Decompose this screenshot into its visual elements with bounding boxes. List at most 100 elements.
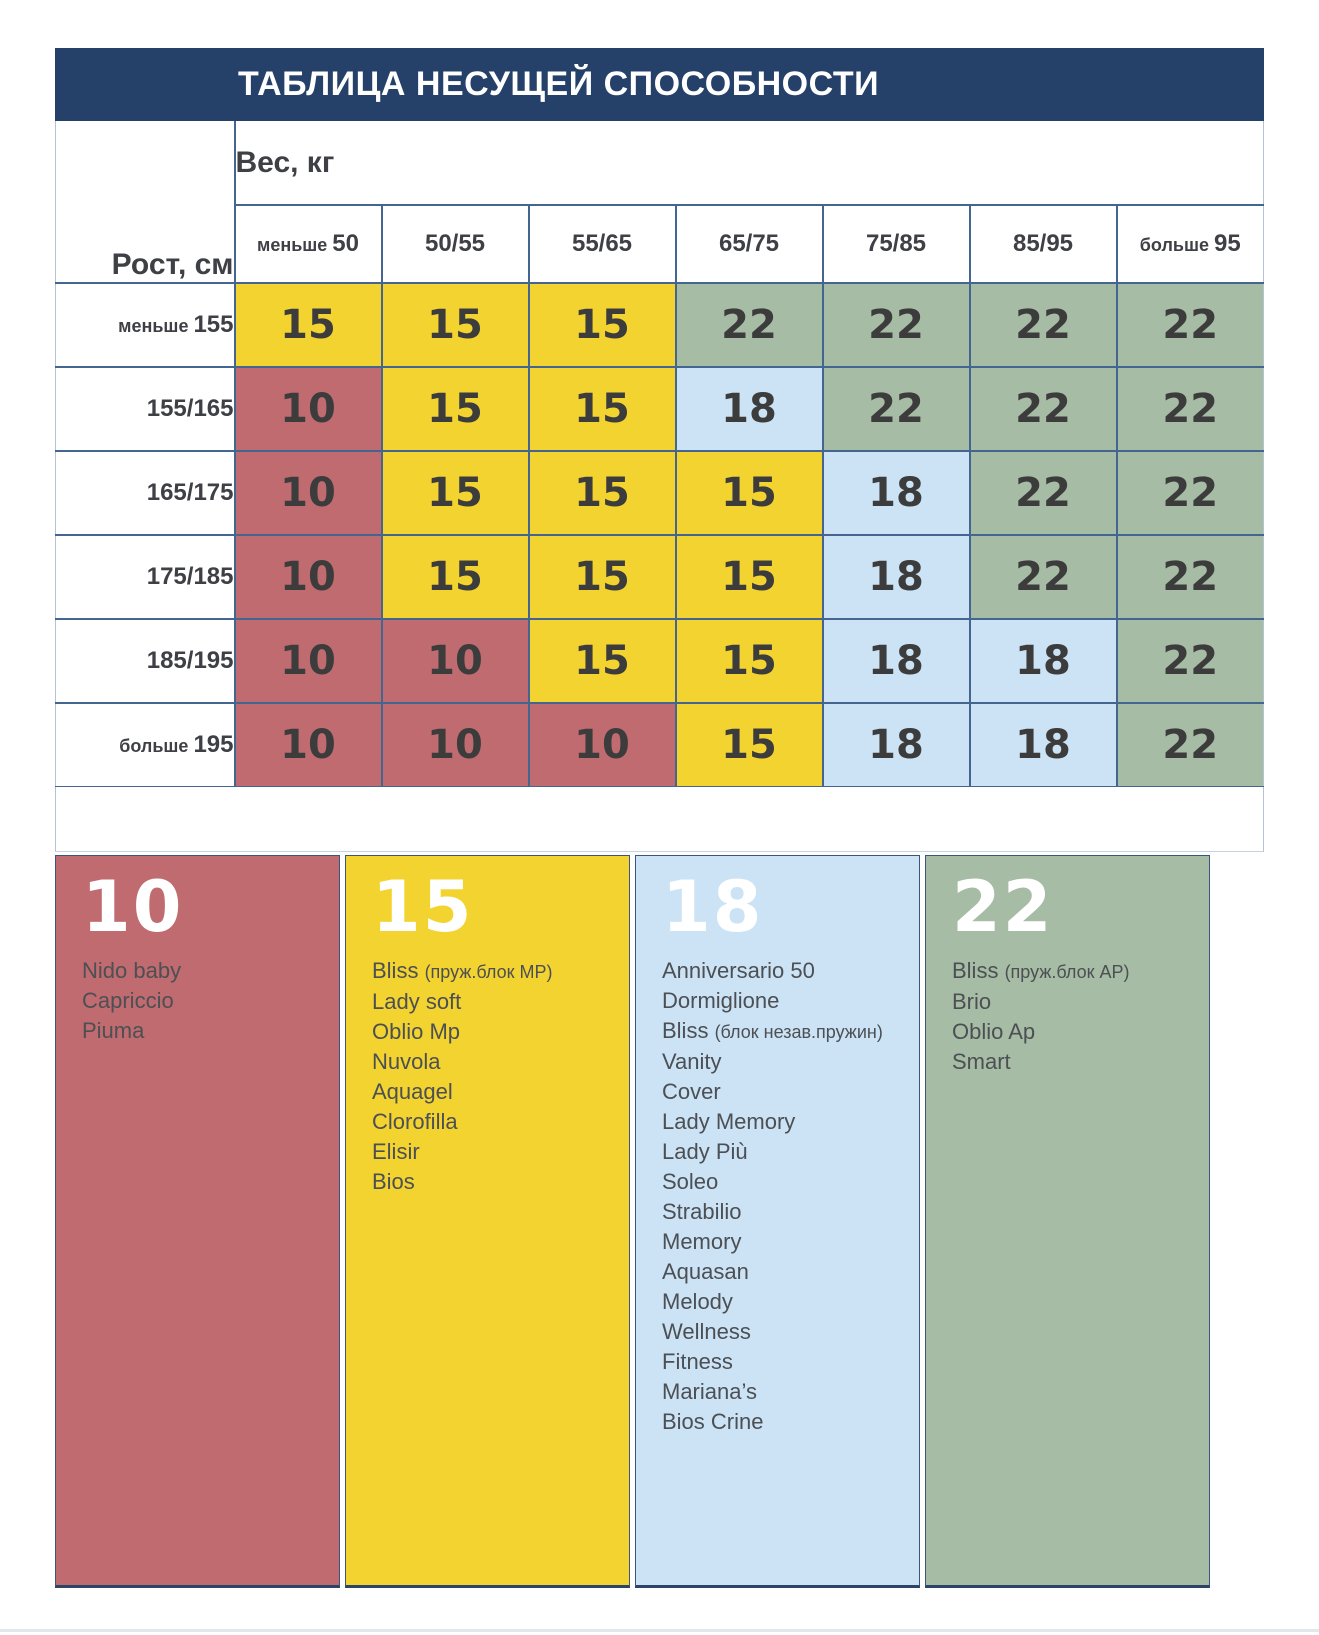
capacity-cell: 15 xyxy=(527,282,677,368)
legend-item: Nuvola xyxy=(372,1049,441,1074)
weight-header-row: Рост, см Вес, кг xyxy=(55,121,1264,284)
row-header: больше 195 xyxy=(55,702,236,788)
capacity-cell: 15 xyxy=(674,702,824,788)
capacity-cell: 22 xyxy=(674,282,824,368)
legend-item: Memory xyxy=(662,1229,742,1254)
legend-item: Strabilio xyxy=(662,1199,742,1224)
column-header: меньше 50 xyxy=(233,204,383,284)
legend-item: Bios Crine xyxy=(662,1409,764,1434)
row-header: 185/195 xyxy=(55,618,236,704)
legend-item: Capriccio xyxy=(82,988,174,1013)
legend-item: Aquagel xyxy=(372,1079,453,1104)
capacity-cell: 15 xyxy=(233,282,383,368)
row-header: 165/175 xyxy=(55,450,236,536)
legend-item: Dormiglione xyxy=(662,988,780,1013)
legend-item: Piuma xyxy=(82,1018,145,1043)
row-header: 155/165 xyxy=(55,366,236,452)
legend-item: Lady Più xyxy=(662,1139,748,1164)
legend-item: Vanity xyxy=(662,1049,722,1074)
capacity-cell: 15 xyxy=(527,618,677,704)
legend-item-list: Bliss (пруж.блок AP) Brio Oblio Ap Smart xyxy=(952,956,1201,1077)
capacity-cell: 10 xyxy=(380,702,530,788)
page-title: ТАБЛИЦА НЕСУЩЕЙ СПОСОБНОСТИ xyxy=(238,65,880,103)
capacity-cell: 15 xyxy=(674,618,824,704)
legend-item-list: Anniversario 50 Dormiglione Bliss (блок не… xyxy=(662,956,911,1437)
table-footer-strip xyxy=(55,787,1264,852)
legend-item: Soleo xyxy=(662,1169,719,1194)
capacity-cell: 15 xyxy=(380,282,530,368)
legend-item: Oblio Ap xyxy=(952,1019,1036,1044)
legend-item: Elisir xyxy=(372,1139,420,1164)
capacity-cell: 10 xyxy=(233,366,383,452)
capacity-cell: 15 xyxy=(674,450,824,536)
capacity-cell: 10 xyxy=(233,618,383,704)
bottom-divider xyxy=(0,1629,1319,1632)
height-axis-label: Рост, см xyxy=(111,248,234,281)
row-header: 175/185 xyxy=(55,534,236,620)
capacity-cell: 15 xyxy=(527,366,677,452)
legend-item: Wellness xyxy=(662,1319,751,1344)
capacity-cell: 18 xyxy=(821,618,971,704)
height-axis-cell: Рост, см xyxy=(55,121,236,284)
legend-value: 15 xyxy=(372,866,474,948)
capacity-cell: 22 xyxy=(1115,534,1264,620)
legend-panel-18: 18 Anniversario 50 Dormiglione Bliss (блок … xyxy=(635,855,920,1588)
capacity-cell: 15 xyxy=(380,534,530,620)
capacity-cell: 18 xyxy=(968,702,1118,788)
legend-item: Melody xyxy=(662,1289,733,1314)
capacity-cell: 22 xyxy=(1115,366,1264,452)
legend-item: Brio xyxy=(952,989,992,1014)
legend-item: Lady soft xyxy=(372,989,462,1014)
column-header: 50/55 xyxy=(380,204,530,284)
legend-item: Aquasan xyxy=(662,1259,749,1284)
column-header: 85/95 xyxy=(968,204,1118,284)
capacity-cell: 15 xyxy=(527,450,677,536)
capacity-cell: 18 xyxy=(674,366,824,452)
legend-value: 18 xyxy=(662,866,764,948)
legend-item: Nido baby xyxy=(82,958,182,983)
legend-item: Lady Memory xyxy=(662,1109,796,1134)
capacity-cell: 10 xyxy=(233,534,383,620)
title-banner: ТАБЛИЦА НЕСУЩЕЙ СПОСОБНОСТИ xyxy=(55,48,1264,121)
capacity-cell: 10 xyxy=(527,702,677,788)
legend-item: Bliss (пруж.блок AP) xyxy=(952,958,1130,983)
capacity-cell: 22 xyxy=(1115,450,1264,536)
capacity-cell: 18 xyxy=(821,450,971,536)
table-row: больше 195 10 10 10 15 18 18 22 xyxy=(55,702,1264,788)
table-row: 165/175 10 15 15 15 18 22 22 xyxy=(55,450,1264,536)
capacity-cell: 18 xyxy=(821,534,971,620)
legend-item: Fitness xyxy=(662,1349,733,1374)
capacity-cell: 22 xyxy=(1115,702,1264,788)
legend-section: 10 Nido baby Capriccio Piuma 15 Bliss (пруж.б… xyxy=(55,855,1210,1588)
capacity-cell: 22 xyxy=(968,282,1118,368)
legend-panel-15: 15 Bliss (пруж.блок MP) Lady soft Oblio Mp N… xyxy=(345,855,630,1588)
column-header: 65/75 xyxy=(674,204,824,284)
legend-item: Oblio Mp xyxy=(372,1019,461,1044)
legend-panel-22: 22 Bliss (пруж.блок AP) Brio Oblio Ap Smart xyxy=(925,855,1210,1588)
column-header: 75/85 xyxy=(821,204,971,284)
capacity-cell: 22 xyxy=(968,534,1118,620)
row-header: меньше 155 xyxy=(55,282,236,368)
capacity-cell: 10 xyxy=(233,702,383,788)
table-row: 155/165 10 15 15 18 22 22 22 xyxy=(55,366,1264,452)
legend-item: Smart xyxy=(952,1049,1011,1074)
legend-item: Anniversario 50 xyxy=(662,958,815,983)
legend-item-list: Nido baby Capriccio Piuma xyxy=(82,956,331,1046)
legend-item: Bliss (пруж.блок MP) xyxy=(372,958,553,983)
capacity-cell: 18 xyxy=(821,702,971,788)
weight-axis-cell: Вес, кг xyxy=(233,121,1264,206)
column-header: больше 95 xyxy=(1115,204,1264,284)
capacity-cell: 15 xyxy=(380,450,530,536)
capacity-cell: 18 xyxy=(968,618,1118,704)
capacity-cell: 15 xyxy=(674,534,824,620)
legend-value: 10 xyxy=(82,866,184,948)
capacity-table: Рост, см Вес, кг меньше 50 50/55 55/65 65/7… xyxy=(55,121,1264,788)
capacity-cell: 22 xyxy=(1115,618,1264,704)
legend-item: Mariana’s xyxy=(662,1379,757,1404)
capacity-cell: 22 xyxy=(821,282,971,368)
capacity-cell: 15 xyxy=(380,366,530,452)
capacity-cell: 22 xyxy=(1115,282,1264,368)
table-row: 185/195 10 10 15 15 18 18 22 xyxy=(55,618,1264,704)
column-header: 55/65 xyxy=(527,204,677,284)
